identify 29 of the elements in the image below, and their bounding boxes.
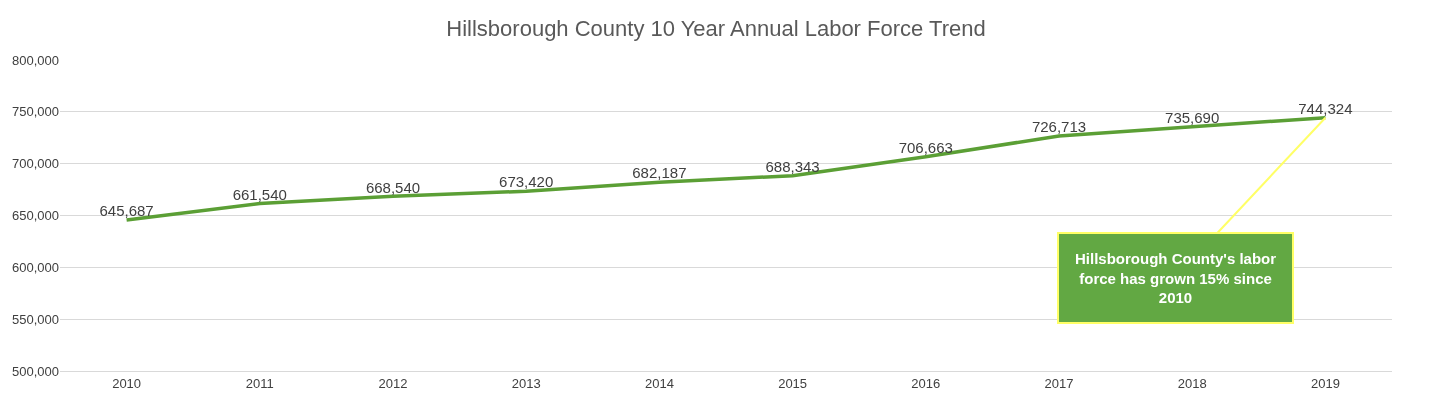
data-label: 668,540 [365, 178, 421, 196]
y-tick-label: 600,000 [12, 259, 59, 275]
data-label: 735,690 [1165, 108, 1220, 126]
y-tick-label: 800,000 [12, 52, 59, 68]
x-tick-label: 2011 [245, 375, 274, 391]
y-tick-label: 550,000 [12, 311, 59, 327]
x-tick-label: 2016 [911, 375, 941, 391]
x-tick-label: 2018 [1177, 375, 1207, 391]
x-tick-label: 2012 [378, 375, 408, 391]
y-tick-label: 750,000 [12, 104, 59, 120]
data-label: 661,540 [232, 185, 287, 203]
x-tick-label: 2014 [644, 375, 674, 391]
data-label: 673,420 [499, 173, 554, 191]
annotation: Hillsborough County's labor force has grown 15% since 2010 [1075, 250, 1277, 306]
data-label: 688,343 [765, 158, 820, 175]
x-tick-label: 2013 [511, 375, 541, 391]
x-tick-label: 2015 [778, 375, 808, 391]
x-tick-label: 2010 [112, 375, 142, 391]
y-tick-label: 500,000 [12, 363, 59, 379]
data-label: 706,663 [898, 139, 953, 157]
data-label: 645,687 [99, 202, 154, 220]
y-tick-label: 700,000 [12, 156, 59, 172]
x-tick-label: 2019 [1310, 375, 1340, 391]
y-tick-label: 650,000 [12, 208, 59, 224]
data-label: 744,324 [1298, 99, 1353, 117]
x-tick-label: 2017 [1044, 375, 1074, 391]
data-label: 726,713 [1031, 118, 1087, 136]
chart-title: Hillsborough County 10 Year Annual Labor Force Trend [446, 15, 986, 41]
data-label: 682,187 [632, 164, 687, 182]
